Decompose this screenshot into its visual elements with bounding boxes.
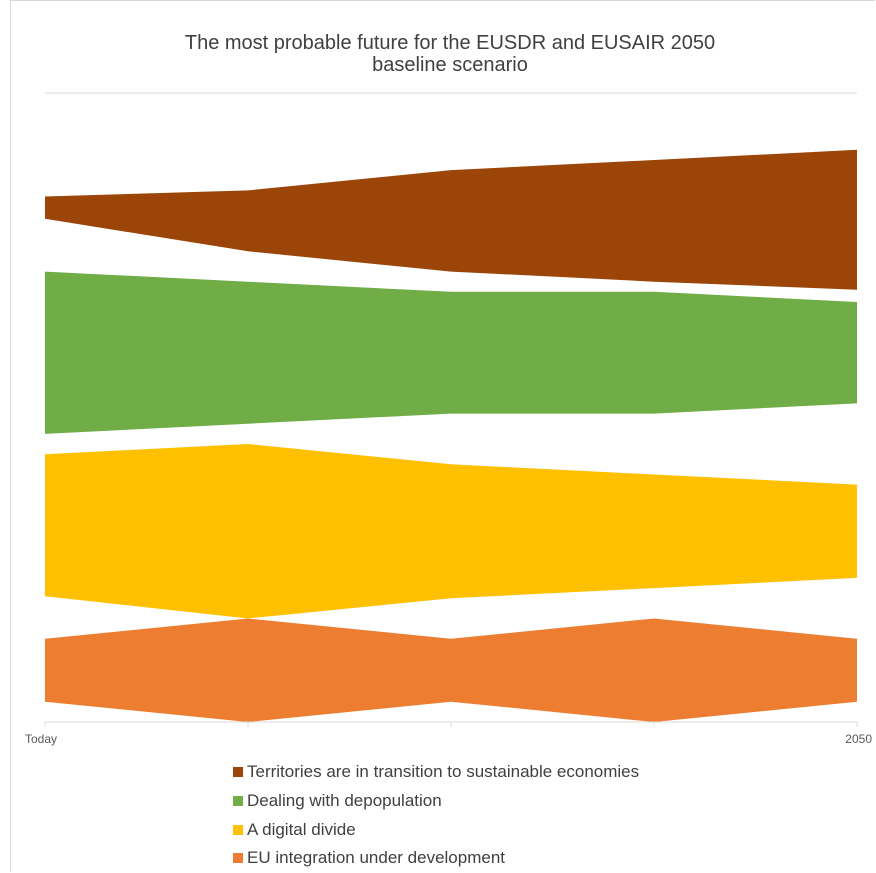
- legend-swatch: [233, 796, 243, 807]
- legend-item: Territories are in transition to sustain…: [233, 758, 639, 787]
- legend-label: Dealing with depopulation: [247, 791, 442, 811]
- chart-subtitle-line: baseline scenario: [372, 54, 528, 76]
- series-area-1: [45, 149, 857, 290]
- legend-swatch: [233, 824, 243, 835]
- x-axis-tick-labels: Today 2050: [25, 732, 872, 746]
- legend-label: Territories are in transition to sustain…: [247, 762, 640, 782]
- chart-title: The most probable future for the EUSDR a…: [0, 32, 876, 76]
- x-tick-label: Today: [25, 732, 57, 746]
- x-axis-ticks: [44, 722, 858, 727]
- series-area-4: [45, 618, 857, 722]
- series-area-2: [45, 271, 857, 434]
- series-area-3: [45, 444, 857, 619]
- legend-label: EU integration under development: [247, 848, 505, 868]
- legend: Territories are in transition to sustain…: [233, 758, 639, 873]
- series-areas: [45, 149, 857, 722]
- x-tick-label: 2050: [845, 732, 872, 746]
- legend-label: A digital divide: [247, 819, 356, 839]
- legend-swatch: [233, 767, 243, 778]
- legend-item: EU integration under development: [233, 844, 639, 873]
- legend-item: A digital divide: [233, 815, 639, 844]
- legend-item: Dealing with depopulation: [233, 787, 639, 816]
- legend-swatch: [233, 853, 243, 864]
- chart-frame: [10, 0, 875, 872]
- chart-title-line: The most probable future for the EUSDR a…: [184, 32, 716, 54]
